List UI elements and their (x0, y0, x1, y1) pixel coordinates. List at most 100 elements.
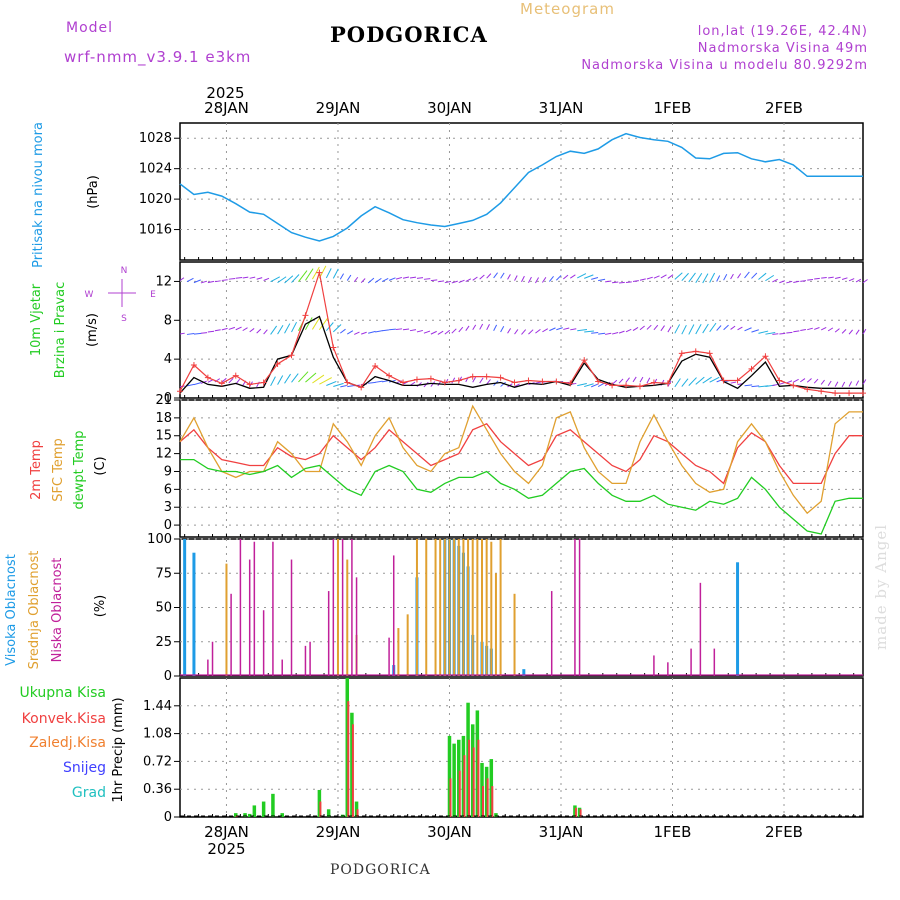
wind-barb (841, 329, 847, 334)
cloud-bar (425, 539, 428, 676)
wind-gust-marker (330, 344, 337, 351)
wind-barb (688, 377, 697, 386)
cloud-bar (443, 539, 446, 676)
wind-barb (451, 328, 457, 334)
wind-barb (765, 332, 776, 335)
wind-barb (605, 280, 612, 283)
wind-barb (625, 328, 632, 333)
cloud-bar (239, 539, 242, 676)
footer-station: PODGORICA (330, 862, 431, 878)
wind-barb (535, 277, 540, 284)
wind-barb (730, 325, 736, 330)
wind-gust-marker (595, 378, 602, 385)
precip-bar (449, 778, 452, 817)
precip-bar (234, 813, 238, 817)
wind-barb (730, 381, 737, 384)
wind-gust-marker (609, 382, 616, 389)
y-tick-label: 50 (155, 601, 172, 616)
wind-barb (423, 278, 431, 280)
wind-barb (862, 328, 867, 335)
wind-barb (813, 378, 819, 384)
wind-barb (562, 274, 569, 280)
cloud-bar (522, 669, 526, 676)
top-date-label: 29JAN (316, 99, 361, 117)
wind-barb (242, 327, 248, 332)
wind-barb (214, 280, 221, 283)
compass-west: W (85, 290, 94, 300)
wind-barb (186, 277, 194, 283)
wind-barb (619, 281, 625, 284)
wind-barb (591, 276, 599, 280)
wind-barb (772, 383, 779, 387)
wind-barb (820, 326, 827, 331)
cloud-bar (346, 559, 349, 676)
wind-gust-marker (636, 383, 643, 390)
wind-gust-marker (678, 350, 685, 357)
y-tick-label: 18 (155, 411, 172, 426)
wind-barb (277, 375, 284, 385)
cloud-bar (262, 610, 265, 676)
precip-bar (494, 813, 498, 817)
cloud-bar (462, 539, 465, 676)
wind-barb (416, 277, 424, 279)
wind-barb (751, 385, 760, 388)
wind-barb (716, 378, 724, 383)
wind-barb (535, 381, 542, 384)
wind-barb (674, 378, 681, 388)
wind-barb (632, 280, 639, 282)
wind-barb (772, 278, 778, 283)
y-tick-label: 0 (164, 669, 172, 684)
wind-barb (806, 378, 812, 383)
wind-gust-marker (581, 357, 588, 364)
wind-barb (646, 324, 652, 330)
precip-bar (482, 786, 485, 817)
y-tick-label: 6 (164, 482, 172, 497)
wind-barb (611, 331, 619, 335)
wind-barb (332, 268, 339, 279)
wind-barb (779, 382, 786, 385)
cloud-bar (406, 614, 409, 676)
wind-barb (667, 274, 674, 279)
cloud-bar (434, 539, 437, 676)
wind-barb (834, 328, 840, 333)
wind-barb (681, 378, 689, 387)
wind-barb (458, 326, 464, 333)
wind-barb (786, 331, 793, 334)
wind-barb (214, 329, 221, 332)
wind-barb (486, 324, 490, 331)
wind-barb (570, 274, 576, 279)
cloud-bar (183, 539, 187, 676)
wind-barb (340, 385, 347, 388)
wind-gust-marker (288, 352, 295, 359)
wind-barb (723, 274, 728, 281)
precip-bar (458, 770, 461, 817)
cloud-bar (290, 559, 293, 676)
pressure-axis-title: Pritisak na nivou mora (31, 122, 46, 268)
panel-frame-temperature (179, 399, 864, 538)
wind-barb (479, 323, 484, 330)
wind-barb (835, 276, 841, 279)
wind-gust-marker (232, 372, 239, 379)
wind-barb (319, 377, 332, 385)
wind-barb (514, 275, 518, 281)
cloud-bar (439, 539, 442, 676)
cloud-bar (332, 539, 335, 676)
wind-barb (765, 274, 775, 282)
wind-barb (855, 278, 862, 283)
wind-barb (660, 325, 665, 332)
compass-south: S (121, 314, 127, 324)
wind-barb (291, 321, 297, 333)
wind-barb (786, 280, 793, 284)
cloud-bar (253, 541, 256, 676)
wind-barb (347, 330, 354, 335)
wind-barb (193, 332, 202, 335)
wind-barb (493, 324, 498, 331)
wind-barb (437, 330, 444, 335)
wind-barb (298, 270, 308, 282)
cloud-bar (499, 539, 502, 676)
wind-barb (709, 322, 717, 333)
wind-barb (779, 280, 786, 284)
wind-barb (521, 329, 527, 335)
wind-barb (493, 272, 498, 279)
wind-barb (841, 277, 848, 280)
